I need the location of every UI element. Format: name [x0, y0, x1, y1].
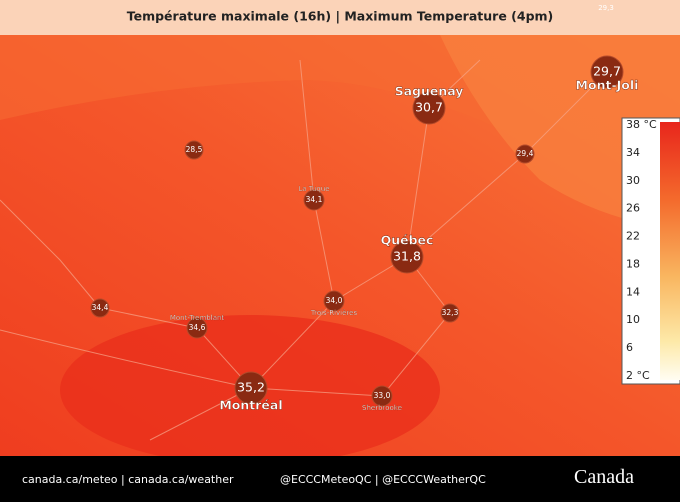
- city-name: Mont-Joli: [576, 78, 639, 93]
- legend-label: 18: [626, 257, 640, 270]
- city-marker: [184, 140, 204, 160]
- city-marker: [303, 189, 325, 211]
- city-value: 34,0: [326, 296, 343, 305]
- city-name: Saguenay: [395, 84, 464, 99]
- city-marker: [412, 91, 446, 125]
- map: Température maximale (16h) | Maximum Tem…: [0, 0, 680, 456]
- city-name: Sherbrooke: [362, 404, 402, 412]
- legend-colorbar: [660, 122, 680, 380]
- city-value: 29,3: [598, 4, 614, 12]
- legend-label: 14: [626, 285, 640, 298]
- city-marker: [186, 317, 208, 339]
- city-name: Québec: [381, 233, 434, 248]
- city-name: Trois-Rivières: [310, 309, 358, 317]
- legend-label: 26: [626, 202, 640, 215]
- city-marker: [234, 371, 268, 405]
- city-value: 32,3: [442, 308, 459, 317]
- legend-label: 6: [626, 341, 633, 354]
- city-name: La Tuque: [298, 185, 329, 193]
- city-value: 34,1: [306, 195, 323, 204]
- city-value: 31,8: [393, 249, 421, 264]
- city-value: 29,7: [593, 64, 621, 79]
- legend-label: 2 °C: [626, 369, 650, 382]
- legend-label: 22: [626, 230, 640, 243]
- city-marker: [515, 144, 535, 164]
- city-value: 33,0: [374, 391, 391, 400]
- roads: [0, 59, 608, 441]
- legend-label: 34: [626, 146, 640, 159]
- city-marker: [590, 55, 624, 89]
- city-name: Mont-Tremblant: [170, 314, 225, 322]
- footer-social: @ECCCMeteoQC | @ECCCWeatherQC: [280, 473, 486, 486]
- footer: canada.ca/meteo | canada.ca/weather @ECC…: [0, 456, 680, 502]
- city-marker: [390, 240, 424, 274]
- mild-zone: [440, 35, 680, 230]
- city-value: 35,2: [237, 380, 265, 395]
- city-value: 30,7: [415, 100, 443, 115]
- legend-label: 10: [626, 313, 640, 326]
- city-value: 34,4: [92, 303, 109, 312]
- city-marker: [440, 303, 460, 323]
- title-bar: [0, 0, 680, 35]
- city-name: Montréal: [219, 398, 282, 413]
- footer-links: canada.ca/meteo | canada.ca/weather: [22, 473, 234, 486]
- legend-label: 38 °C: [626, 118, 657, 131]
- city-value: 34,6: [189, 323, 206, 332]
- city-marker: [371, 385, 393, 407]
- city-marker: [90, 298, 110, 318]
- city-marker: [323, 290, 345, 312]
- city-value: 29,4: [517, 149, 534, 158]
- legend-label: 30: [626, 174, 640, 187]
- canada-logo: Canada: [574, 466, 634, 488]
- city-value: 28,5: [186, 145, 203, 154]
- title: Température maximale (16h) | Maximum Tem…: [127, 9, 554, 24]
